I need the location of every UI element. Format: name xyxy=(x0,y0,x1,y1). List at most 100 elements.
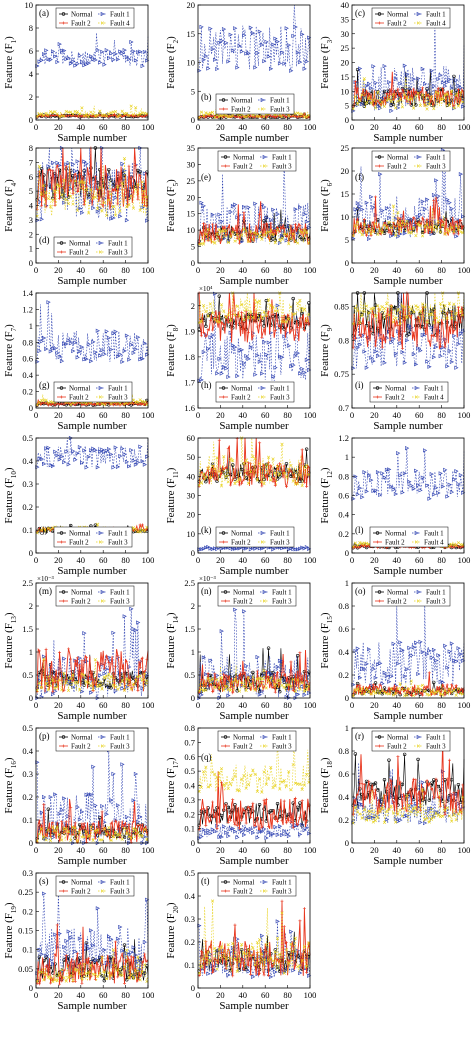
data-point xyxy=(364,489,369,494)
data-point xyxy=(436,91,440,95)
x-tick-label: 100 xyxy=(142,990,155,1000)
data-point xyxy=(365,544,369,548)
data-point xyxy=(429,655,434,660)
data-point xyxy=(51,346,56,351)
data-point xyxy=(282,327,286,331)
data-point xyxy=(219,546,224,551)
data-point xyxy=(458,473,464,478)
x-tick-label: 80 xyxy=(437,265,446,275)
data-point xyxy=(391,320,396,324)
data-point xyxy=(75,190,79,194)
data-point xyxy=(91,196,95,200)
data-point xyxy=(237,348,242,353)
data-point xyxy=(298,479,302,483)
data-point xyxy=(39,339,44,344)
axes-box xyxy=(35,582,149,699)
data-point xyxy=(382,337,386,341)
series-line xyxy=(36,798,149,843)
data-point xyxy=(436,796,440,800)
data-point xyxy=(142,940,148,945)
data-point xyxy=(93,114,97,118)
data-point xyxy=(416,483,421,488)
y-tick-label: 0.8 xyxy=(338,335,349,345)
data-point xyxy=(237,314,242,318)
data-point xyxy=(208,114,212,118)
data-point xyxy=(86,792,92,797)
data-point xyxy=(267,824,271,828)
data-point xyxy=(39,217,44,222)
data-point xyxy=(42,52,47,57)
data-point xyxy=(402,814,408,819)
data-point xyxy=(228,114,233,119)
data-point xyxy=(273,784,277,788)
data-point xyxy=(48,839,53,843)
data-point xyxy=(240,310,244,314)
data-point xyxy=(414,688,418,692)
data-point xyxy=(201,546,206,551)
y-tick-label: 1.9 xyxy=(184,326,195,336)
data-point xyxy=(447,796,452,801)
data-point xyxy=(120,820,124,824)
data-point xyxy=(456,783,461,787)
data-point xyxy=(102,113,106,117)
data-point xyxy=(230,826,236,831)
x-tick-label: 0 xyxy=(350,410,354,420)
data-point xyxy=(432,198,436,202)
data-point xyxy=(199,677,203,681)
data-point xyxy=(291,33,296,39)
data-point xyxy=(273,365,278,370)
data-point xyxy=(39,58,44,63)
data-point xyxy=(199,377,204,382)
data-point xyxy=(55,183,59,187)
series-line xyxy=(198,609,311,699)
legend-marker xyxy=(378,599,381,603)
data-point xyxy=(55,350,60,356)
data-point xyxy=(206,544,211,550)
data-point xyxy=(402,471,408,476)
data-point xyxy=(228,782,233,786)
data-point xyxy=(89,188,93,192)
data-point xyxy=(398,692,402,696)
data-point xyxy=(233,607,238,612)
data-point xyxy=(393,351,399,356)
x-tick-label: 0 xyxy=(34,845,38,855)
x-tick-label: 0 xyxy=(350,700,354,710)
data-point xyxy=(257,777,262,781)
y-tick-label: 0.4 xyxy=(184,781,195,791)
data-point xyxy=(233,823,237,827)
data-point xyxy=(284,232,289,236)
data-point xyxy=(134,187,138,192)
data-point xyxy=(82,448,87,453)
y-axis-label: Feature (F9) xyxy=(319,324,334,377)
y-tick-label: 0.4 xyxy=(22,456,33,466)
data-point xyxy=(291,546,296,552)
data-point xyxy=(271,547,276,552)
series-line xyxy=(198,665,311,692)
data-point xyxy=(233,774,237,779)
data-point xyxy=(136,675,140,679)
data-point xyxy=(122,614,127,619)
data-point xyxy=(115,354,121,359)
data-point xyxy=(260,480,264,484)
x-tick-label: 80 xyxy=(283,410,292,420)
data-point xyxy=(251,675,255,679)
data-point xyxy=(109,347,114,352)
y-tick-label: 0 xyxy=(191,115,195,125)
data-point xyxy=(87,956,91,960)
x-tick-label: 20 xyxy=(54,265,63,275)
data-point xyxy=(289,329,293,333)
y-tick-label: 15 xyxy=(187,209,196,219)
data-point xyxy=(44,111,48,115)
data-point xyxy=(111,465,116,470)
y-tick-label: 0.8 xyxy=(184,723,195,733)
data-point xyxy=(87,114,91,119)
data-point xyxy=(373,314,378,318)
data-point xyxy=(237,826,241,830)
data-point xyxy=(396,308,400,312)
x-tick-label: 80 xyxy=(283,555,292,565)
data-point xyxy=(136,819,141,824)
data-point xyxy=(244,786,248,790)
data-point xyxy=(219,629,224,634)
